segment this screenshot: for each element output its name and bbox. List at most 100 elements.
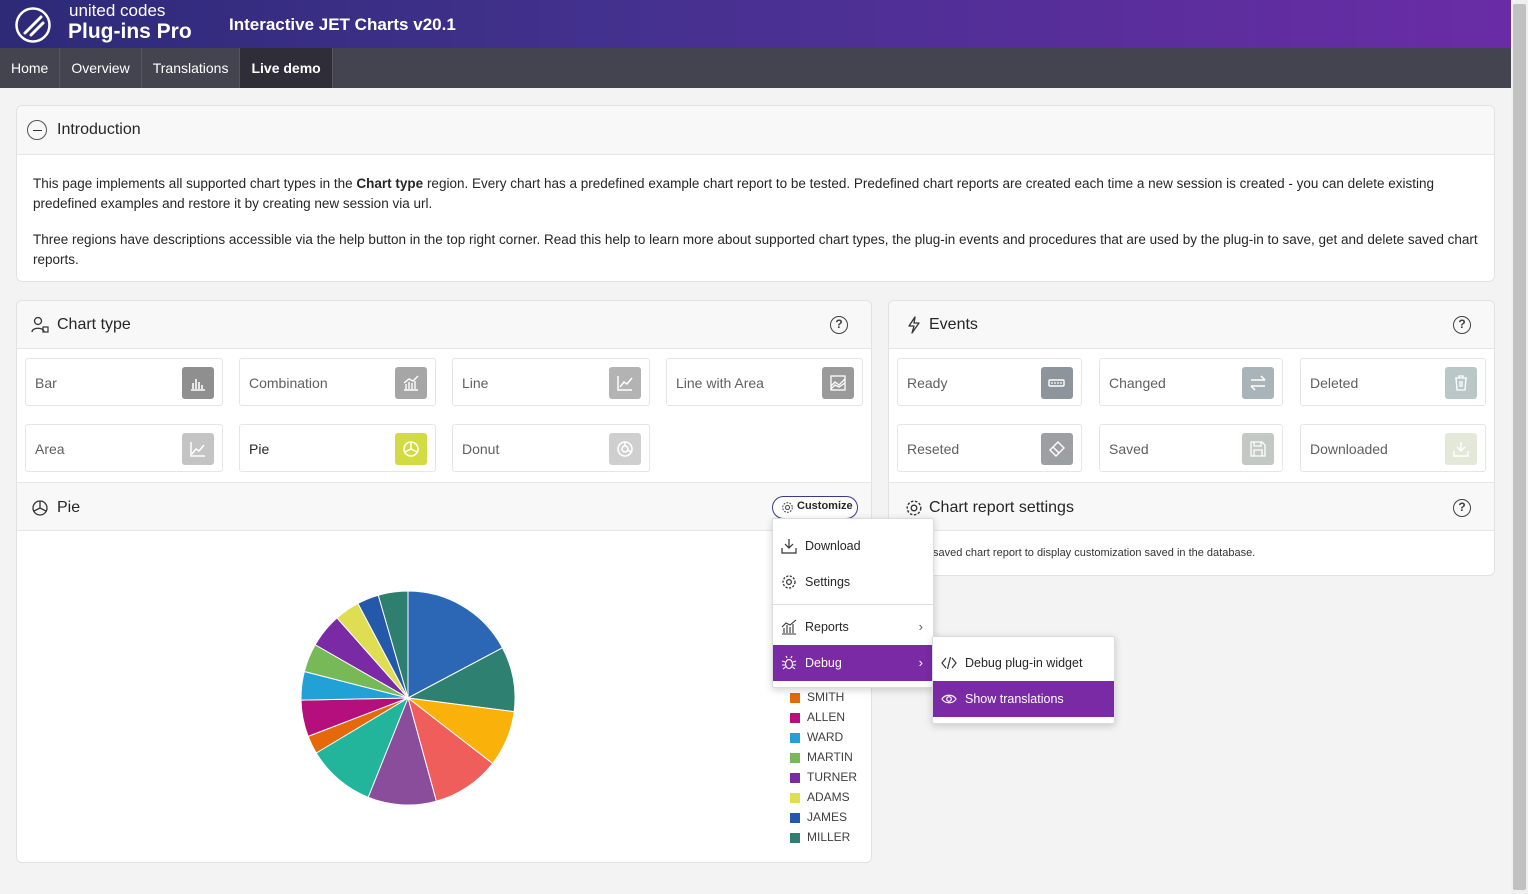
card-label: Combination: [249, 375, 328, 391]
area-chart-icon: [182, 433, 214, 465]
menu-item-label: Settings: [805, 575, 851, 589]
save-icon: [1242, 433, 1274, 465]
nav-tab-live-demo[interactable]: Live demo: [240, 48, 333, 88]
legend-swatch: [790, 833, 800, 843]
chevron-right-icon: ›: [918, 619, 923, 634]
introduction-text: This page implements all supported chart…: [33, 174, 1493, 286]
introduction-header: Introduction: [17, 106, 1494, 155]
legend-swatch: [790, 693, 800, 703]
chart-type-card-donut[interactable]: Donut: [452, 424, 650, 472]
chart-type-header: Chart type ?: [17, 301, 871, 349]
user-chart-icon: [31, 316, 49, 333]
settings-message: saved chart report to display customizat…: [933, 547, 1256, 559]
intro-p1-bold: Chart type: [356, 176, 424, 191]
nav-tab-home[interactable]: Home: [0, 48, 61, 88]
chart-type-title: Chart type: [57, 316, 131, 333]
pie-chart-icon: [32, 500, 48, 516]
debug-submenu: Debug plug-in widget Show translations: [932, 636, 1115, 724]
legend-swatch: [790, 813, 800, 823]
event-card-downloaded[interactable]: Downloaded: [1300, 424, 1486, 472]
code-icon: [941, 656, 957, 670]
donut-chart-icon: [609, 433, 641, 465]
pie-region-title: Pie: [57, 499, 81, 516]
chart-type-card-combination[interactable]: Combination: [239, 358, 436, 406]
legend-label: SMITH: [807, 690, 845, 704]
settings-help-icon[interactable]: ?: [1453, 499, 1471, 517]
intro-paragraph-2: Three regions have descriptions accessib…: [33, 232, 1478, 267]
legend-swatch: [790, 753, 800, 763]
lightning-icon: [908, 316, 920, 334]
chart-report-settings-title: Chart report settings: [929, 499, 1074, 516]
card-label: Donut: [462, 441, 500, 457]
line-chart-icon: [609, 367, 641, 399]
brand-line-1: united codes: [69, 1, 166, 20]
chart-type-card-line[interactable]: Line: [452, 358, 650, 406]
pie-region-header: Pie Customize: [17, 482, 871, 531]
app-title[interactable]: Interactive JET Charts v20.1: [229, 15, 456, 34]
collapse-minus-icon[interactable]: [27, 120, 47, 140]
event-card-ready[interactable]: Ready: [897, 358, 1082, 406]
nav-tab-translations[interactable]: Translations: [142, 48, 241, 88]
nav-tab-overview[interactable]: Overview: [60, 48, 142, 88]
event-card-deleted[interactable]: Deleted: [1300, 358, 1486, 406]
event-card-changed[interactable]: Changed: [1099, 358, 1283, 406]
legend-swatch: [790, 733, 800, 743]
legend-label: MARTIN: [807, 750, 853, 764]
page-scrollbar-thumb[interactable]: [1513, 4, 1526, 890]
card-label: Pie: [249, 441, 270, 457]
menu-item-label: Show translations: [965, 692, 1064, 706]
menu-separator: [773, 604, 933, 605]
pie-slice-king[interactable]: [407, 590, 504, 699]
chart-type-card-area[interactable]: Area: [25, 424, 223, 472]
chart-type-card-pie[interactable]: Pie: [239, 424, 436, 472]
app-header: united codes Plug-ins Pro Interactive JE…: [0, 0, 1511, 48]
battery-icon: [1041, 367, 1073, 399]
menu-item-label: Debug plug-in widget: [965, 656, 1083, 670]
card-label: Deleted: [1310, 375, 1359, 391]
area-line-chart-icon: [822, 367, 854, 399]
menu-item-label: Debug: [805, 656, 842, 670]
pie-chart: [300, 590, 516, 806]
menu-item-show-translations[interactable]: Show translations: [933, 681, 1114, 717]
pie-slice-ford[interactable]: [315, 696, 410, 798]
united-codes-logo-icon[interactable]: [14, 6, 52, 44]
menu-item-reports[interactable]: Reports ›: [773, 609, 933, 645]
card-label: Reseted: [907, 441, 960, 457]
chart-type-card-line-with-area[interactable]: Line with Area: [666, 358, 863, 406]
card-label: Line: [462, 375, 489, 391]
menu-item-label: Reports: [805, 620, 849, 634]
legend-label: TURNER: [807, 770, 857, 784]
pie-slice-scott[interactable]: [367, 696, 437, 806]
menu-item-debug[interactable]: Debug ›: [773, 645, 933, 681]
menu-item-download[interactable]: Download: [773, 528, 933, 564]
card-label: Saved: [1109, 441, 1149, 457]
menu-item-debug-plugin-widget[interactable]: Debug plug-in widget: [933, 645, 1114, 681]
legend-swatch: [790, 773, 800, 783]
legend-swatch: [790, 713, 800, 723]
menu-item-settings[interactable]: Settings: [773, 564, 933, 600]
gear-icon: [782, 502, 793, 513]
trash-icon: [1445, 367, 1477, 399]
bug-icon: [781, 655, 797, 670]
gear-icon: [782, 575, 796, 589]
chart-type-card-bar[interactable]: Bar: [25, 358, 223, 406]
card-label: Ready: [907, 375, 948, 391]
chart-type-help-icon[interactable]: ?: [830, 316, 848, 334]
bar-chart-icon: [182, 367, 214, 399]
eraser-icon: [1041, 433, 1073, 465]
swap-icon: [1242, 367, 1274, 399]
card-label: Bar: [35, 375, 57, 391]
card-label: Downloaded: [1310, 441, 1388, 457]
event-card-reseted[interactable]: Reseted: [897, 424, 1082, 472]
events-help-icon[interactable]: ?: [1453, 316, 1471, 334]
legend-label: ALLEN: [807, 710, 846, 724]
chart-report-settings-header: Chart report settings ?: [889, 482, 1494, 531]
intro-paragraph-1: This page implements all supported chart…: [33, 174, 1493, 214]
legend-swatch: [790, 793, 800, 803]
pie-slice-miller[interactable]: [377, 590, 409, 699]
customize-button[interactable]: Customize: [772, 496, 858, 519]
event-card-saved[interactable]: Saved: [1099, 424, 1283, 472]
legend-label: ADAMS: [807, 790, 850, 804]
brand-line-2: Plug-ins Pro: [68, 20, 192, 43]
intro-p1-text: This page implements all supported chart…: [33, 176, 357, 191]
